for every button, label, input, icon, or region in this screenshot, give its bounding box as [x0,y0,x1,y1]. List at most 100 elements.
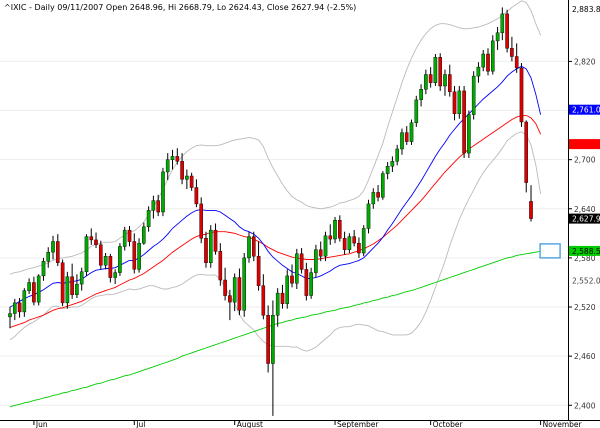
candle-body [194,187,199,205]
candle-body [261,285,266,316]
candle-body [462,90,466,154]
candle-body [414,99,419,124]
candle-body [385,165,390,174]
candle-body [318,249,323,257]
candle-body [247,236,251,259]
candle-body [338,219,342,239]
candle-body [491,40,495,72]
candle-body [208,229,213,264]
y-tick-label: 2,400 [574,401,596,410]
candle-body [304,269,309,296]
candle-body [89,236,94,241]
price-tag-label: 2,761.02 [572,106,600,115]
candle-body [103,256,108,266]
x-tick-label: November [543,420,583,428]
candle-body [46,251,50,262]
candle-body [309,272,313,296]
candle-body [94,239,98,245]
candle-body [60,262,65,304]
candle-body [471,75,476,115]
candle-body [500,13,505,33]
price-tag-label: 2,552.09 [572,277,600,286]
price-tag-label: 2,883.83 [572,5,600,14]
price-tag-bg [569,275,600,286]
candle-body [17,302,22,313]
candle-body [290,275,294,284]
candle-body [266,315,270,364]
candle-body [232,277,237,303]
candle-body [175,156,180,162]
candle-body [242,257,247,311]
candle-body [376,192,380,198]
candle-body [56,241,60,263]
candle-body [165,159,170,173]
price-tag-bg [569,245,600,256]
candle-body [280,292,285,304]
candle-body [481,53,486,68]
candle-body [251,236,256,257]
candle-body [218,251,223,281]
price-tag-bg [569,104,600,115]
candle-body [141,226,146,244]
candle-body [428,74,433,83]
y-tick-label: 2,460 [574,352,596,361]
price-tag-bg [569,139,600,150]
candle-body [333,219,337,240]
candle-body [381,173,385,198]
candle-body [409,122,414,142]
candle-body [51,241,55,253]
candle-body [213,229,218,252]
candle-body [199,203,204,239]
candle-body [390,161,395,167]
candle-body [70,276,74,295]
price-tags: 2,883.83 2,761.02 2,719.00 2,627.94 2,588.53… [569,4,600,286]
candle-body [467,114,471,154]
moving-averages [9,65,542,408]
candle-body [65,276,70,304]
candle-body [118,246,122,273]
candle-body [98,244,103,266]
candle-body [170,156,175,160]
bollinger-bands [9,0,542,352]
x-tick-label: Jul [135,420,145,428]
candle-body [529,201,533,219]
candle-body [357,242,361,254]
y-tick-label: 2,580 [574,254,596,263]
candle-body [486,53,490,72]
bollinger-lower-line [9,131,542,352]
candle-body [443,74,447,87]
candle-body [146,210,151,227]
x-tick-label: Jun [35,420,48,428]
x-tick-label: September [337,420,379,428]
candle-body [400,132,404,150]
highlight-box [539,243,561,259]
x-tick-label: October [433,420,464,428]
candle-body [79,271,84,285]
candle-body [519,67,524,123]
candle-body [457,90,462,115]
ma50-line [9,114,542,328]
candle-body [448,74,452,92]
x-axis-ticks: Jun Jul August September October November [33,420,583,428]
candle-body [314,249,318,273]
candle-body [510,48,514,57]
candle-body [161,171,165,213]
candle-body [347,236,352,250]
candle-body [256,256,261,286]
price-tag-label: 2,719.00 [572,140,600,149]
candle-body [419,88,423,100]
y-tick-label: 2,700 [574,156,596,165]
candle-body [271,315,275,364]
candle-body [132,241,137,270]
candle-body [75,283,79,295]
candle-body [113,272,117,278]
candle-body [395,148,400,162]
candle-body [237,277,242,311]
y-tick-label: 2,820 [574,57,596,66]
candle-body [36,275,41,303]
candle-body [514,56,519,69]
price-tag-bg [569,4,600,15]
y-tick-label: 2,520 [574,303,596,312]
